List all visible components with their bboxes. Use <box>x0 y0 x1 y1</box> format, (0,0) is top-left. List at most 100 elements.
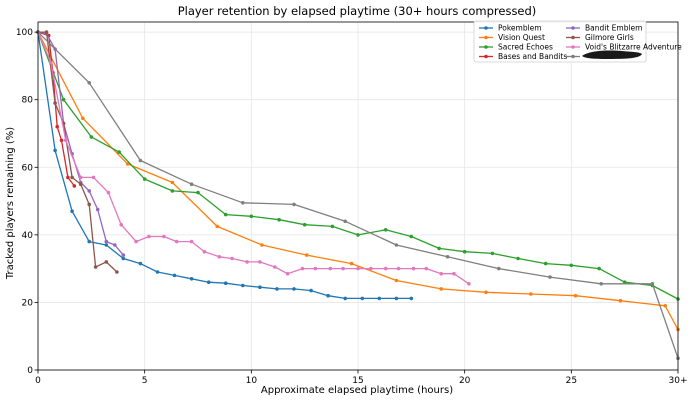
chart-title: Player retention by elapsed playtime (30… <box>178 4 537 18</box>
data-point <box>155 270 160 274</box>
data-point <box>53 101 57 105</box>
data-point <box>70 175 74 180</box>
data-point <box>396 266 401 271</box>
data-point <box>292 287 296 291</box>
data-point <box>300 266 305 271</box>
data-point <box>394 278 399 283</box>
data-point <box>569 263 574 268</box>
data-point <box>72 184 77 188</box>
data-point <box>497 266 501 271</box>
data-point <box>383 228 388 232</box>
series-lines <box>36 30 680 361</box>
data-point <box>104 260 109 264</box>
series-line <box>37 32 412 300</box>
data-point <box>249 214 254 219</box>
data-point <box>106 190 111 195</box>
data-point <box>134 239 138 244</box>
data-point <box>196 190 200 195</box>
data-point <box>573 293 578 298</box>
data-point <box>189 277 194 281</box>
data-point <box>230 256 234 261</box>
data-point <box>343 296 348 301</box>
data-point <box>260 243 264 247</box>
data-point <box>61 97 66 102</box>
data-point <box>104 243 109 247</box>
data-point <box>66 175 70 180</box>
y-tick-label: 40 <box>22 231 34 241</box>
data-point <box>95 207 100 212</box>
data-point <box>650 282 655 286</box>
legend-item: Bandit Emblem <box>566 24 642 33</box>
series-5 <box>36 30 119 274</box>
data-point <box>543 261 548 266</box>
data-point <box>78 175 83 180</box>
legend-label: Sacred Echoes <box>498 43 553 52</box>
legend-label: Bandit Emblem <box>585 24 642 33</box>
data-point <box>206 280 211 285</box>
data-point <box>394 296 399 301</box>
data-point <box>189 239 194 244</box>
grid <box>37 22 679 371</box>
legend-swatch-marker <box>571 54 575 59</box>
series-6 <box>36 30 471 286</box>
x-tick-label: 5 <box>142 376 148 386</box>
legend-item: Vision Quest <box>479 33 545 42</box>
legend-label: Gilmore Girls <box>585 33 634 42</box>
data-point <box>462 249 467 254</box>
data-point <box>258 285 262 290</box>
data-point <box>305 253 309 257</box>
data-point <box>170 189 175 193</box>
data-point <box>369 266 373 271</box>
data-point <box>328 266 333 271</box>
data-point <box>104 239 109 244</box>
legend-swatch-marker <box>484 45 488 49</box>
series-line <box>37 31 679 359</box>
legend-swatch-marker <box>484 54 488 59</box>
data-point <box>467 282 471 286</box>
legend-label: Void's Blitzarre Adventure <box>585 43 682 52</box>
data-point <box>174 239 179 244</box>
series-1 <box>36 30 680 332</box>
series-3 <box>36 30 77 188</box>
data-point <box>55 124 59 129</box>
data-point <box>138 158 143 163</box>
data-point <box>215 224 219 229</box>
data-point <box>275 287 279 291</box>
data-point <box>439 287 444 291</box>
redaction-mark <box>582 50 642 59</box>
series-line <box>38 31 118 273</box>
axis-ticks: 0 5 10 15 20 25 30+ 0 20 40 60 80 100 <box>16 28 688 386</box>
legend-item: Sacred Echoes <box>479 43 553 52</box>
data-point <box>360 296 365 301</box>
x-axis-label: Approximate elapsed playtime (hours) <box>261 385 453 396</box>
data-point <box>125 162 130 166</box>
data-point <box>117 150 121 154</box>
y-tick-label: 20 <box>22 298 34 308</box>
data-point <box>115 270 119 274</box>
data-point <box>87 239 91 244</box>
data-point <box>119 222 123 227</box>
data-point <box>383 266 388 271</box>
x-tick-label: 30+ <box>669 376 688 386</box>
data-point <box>189 182 194 186</box>
data-point <box>529 292 533 296</box>
data-point <box>411 266 416 271</box>
data-point <box>91 175 96 180</box>
data-point <box>356 233 360 237</box>
data-point <box>202 249 207 254</box>
data-point <box>70 209 74 213</box>
y-tick-label: 100 <box>16 28 33 38</box>
y-tick-label: 80 <box>22 96 34 106</box>
data-point <box>377 296 382 301</box>
data-point <box>87 81 91 85</box>
data-point <box>313 266 318 271</box>
legend-swatch-marker <box>571 45 575 49</box>
data-point <box>273 265 277 269</box>
legend-label: Bases and Bandits <box>498 52 567 61</box>
data-point <box>172 273 177 278</box>
data-point <box>162 234 166 239</box>
legend-swatch-marker <box>571 26 575 30</box>
x-tick-label: 25 <box>566 376 577 386</box>
y-axis-label: Tracked players remaining (%) <box>5 127 16 280</box>
